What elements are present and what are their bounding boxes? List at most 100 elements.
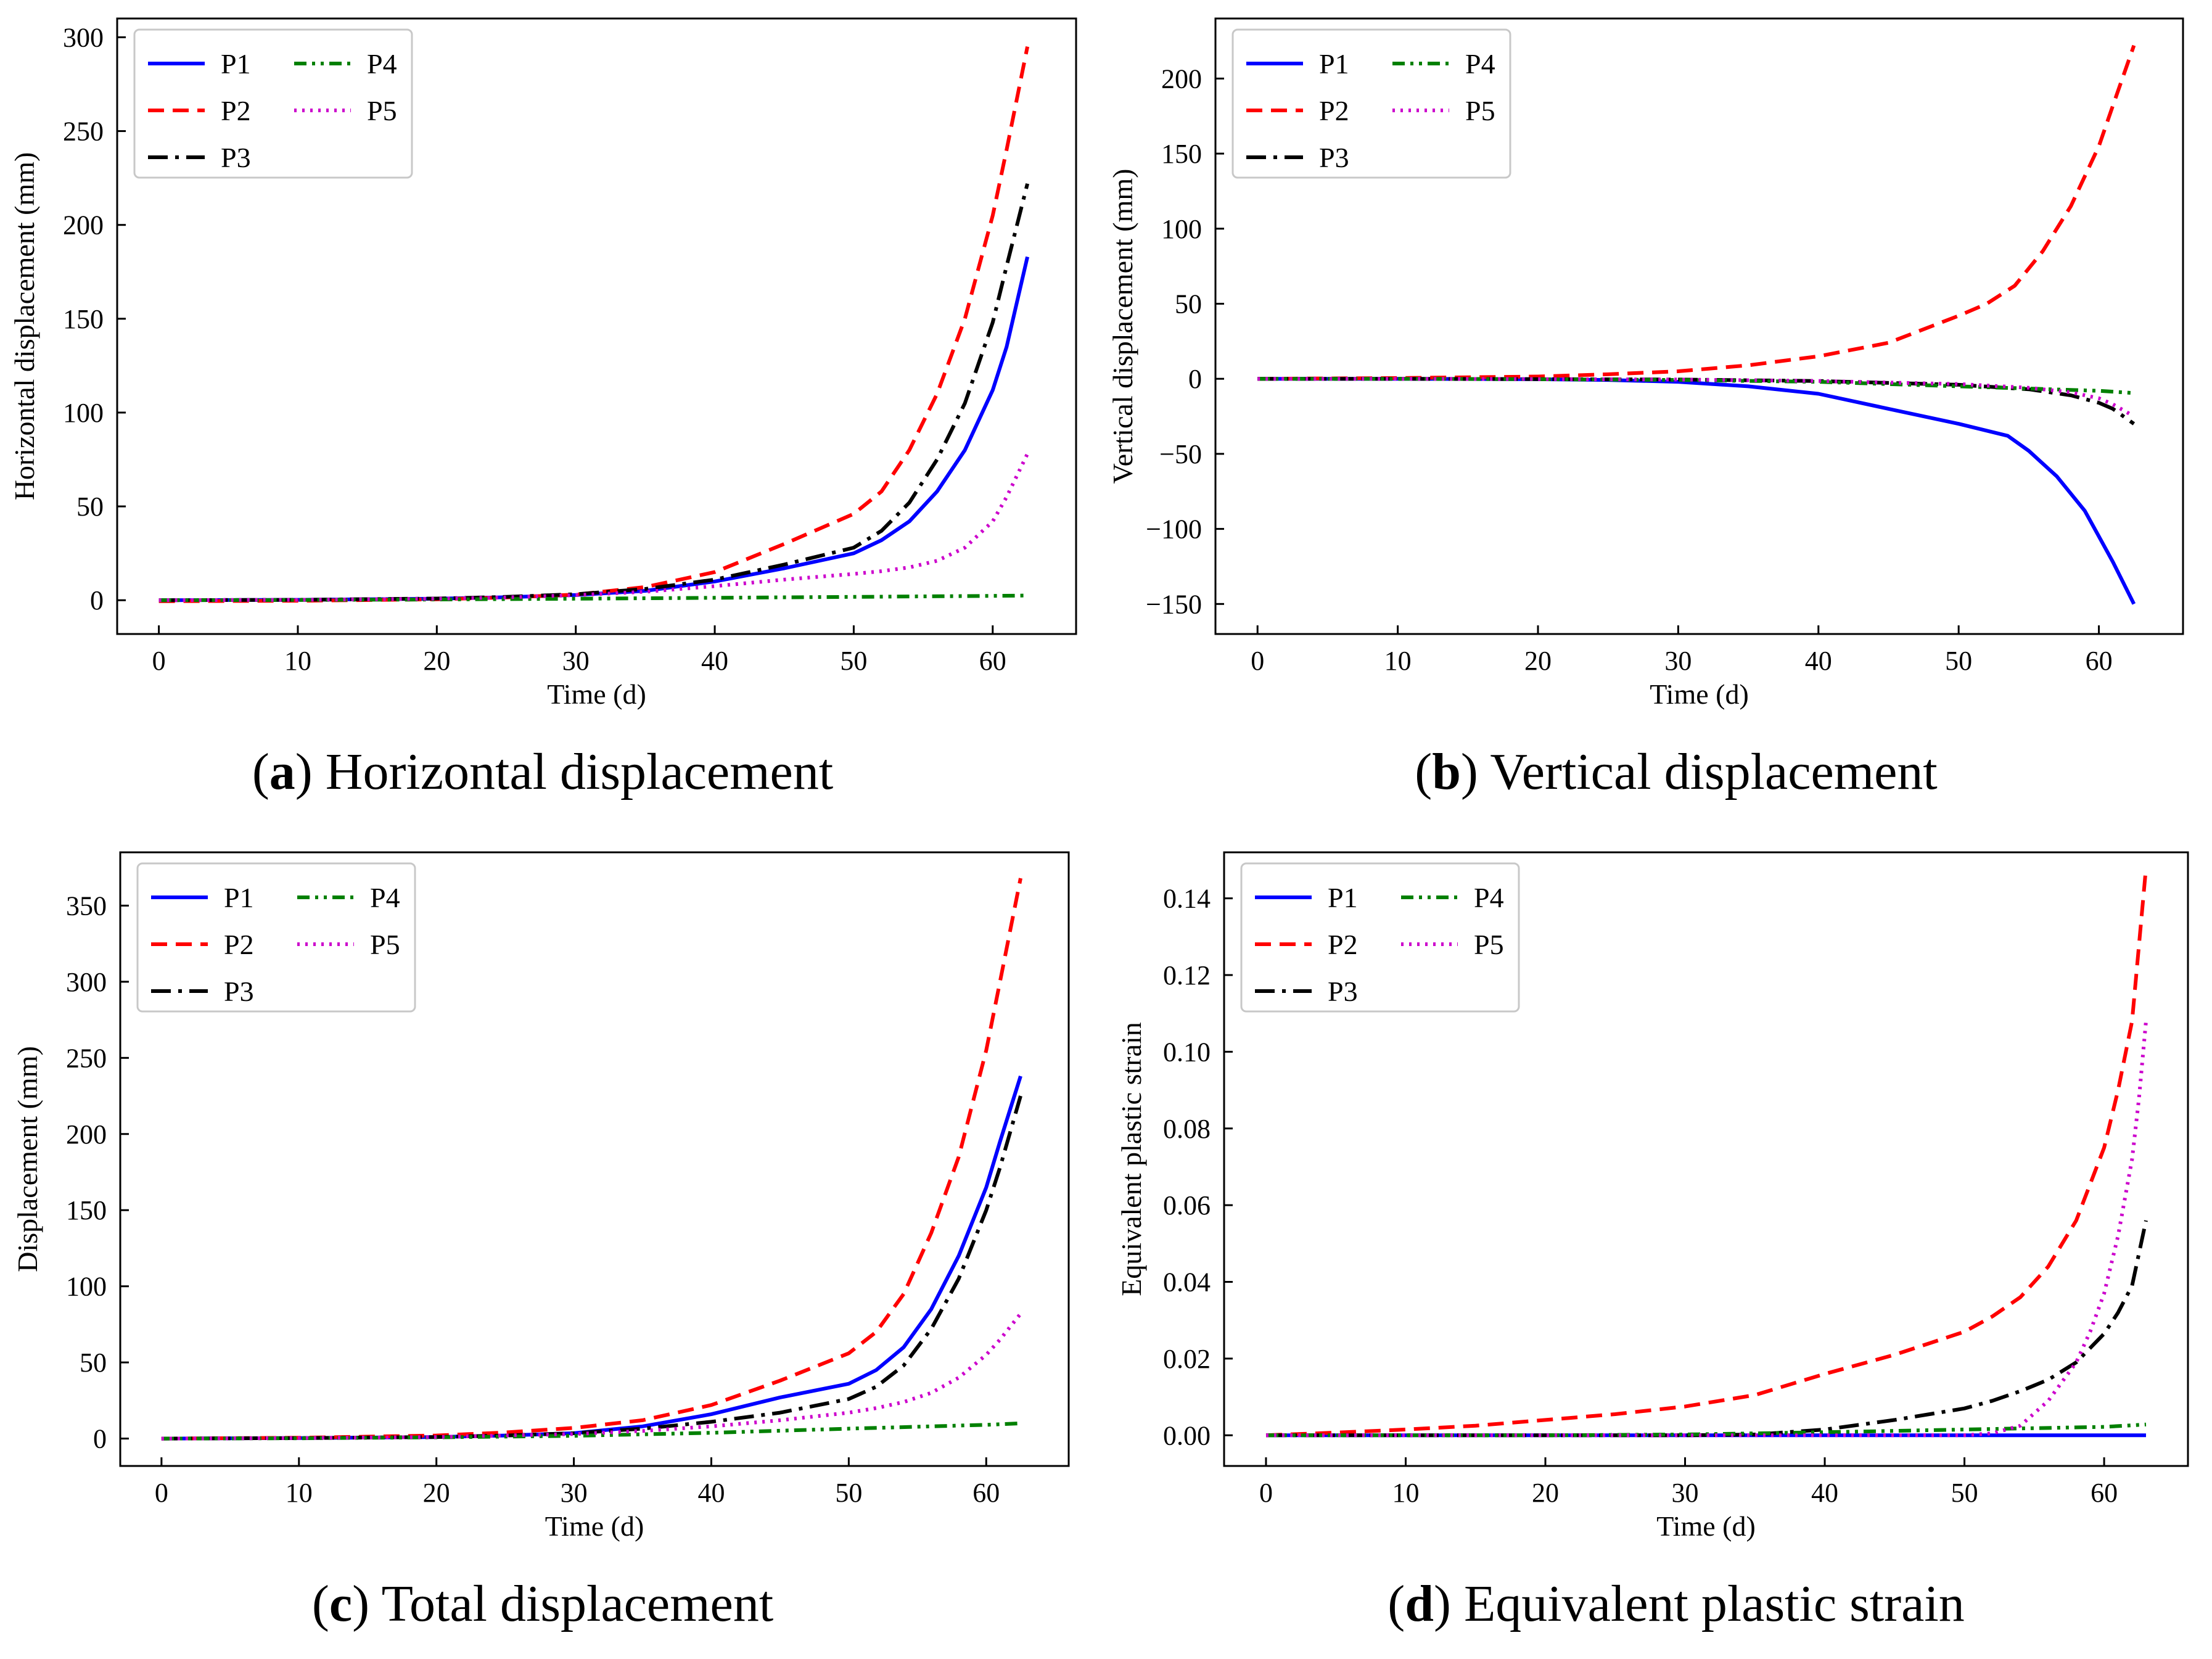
- chart-svg: 0 10 20 30 40 50 60 −150 −100 −50 0 50 100 150 200 Time…: [1107, 17, 2184, 710]
- legend-label-p2: P2: [1319, 95, 1349, 126]
- x-tick-label: 10: [1392, 1478, 1419, 1508]
- series-line-p5: [1266, 1021, 2148, 1438]
- y-tick-label: −50: [1159, 439, 1202, 469]
- series-line-p1: [161, 1075, 1022, 1441]
- x-tick-label: 50: [1951, 1478, 1978, 1508]
- series-line-p3: [158, 183, 1030, 603]
- y-tick-label: 100: [1161, 214, 1202, 244]
- x-axis-label: Time (d): [545, 1510, 644, 1542]
- y-tick-label: 0.06: [1163, 1190, 1211, 1221]
- y-tick-label: 0.14: [1163, 884, 1211, 914]
- y-tick-label: −100: [1146, 514, 1202, 545]
- series-line-p3: [161, 1095, 1022, 1441]
- x-axis-label: Time (d): [547, 678, 646, 710]
- legend: P1 P2 P3 P4 P5: [133, 28, 413, 179]
- x-tick-label: 20: [423, 646, 450, 676]
- caption-text: Total displacement: [381, 1575, 774, 1632]
- x-tick-label: 50: [835, 1478, 862, 1508]
- y-tick-label: −150: [1146, 589, 1202, 619]
- legend-label-p4: P4: [1474, 882, 1504, 913]
- x-tick-label: 0: [155, 1478, 168, 1508]
- x-tick-label: 50: [840, 646, 867, 676]
- y-tick-label: 50: [76, 492, 104, 522]
- y-tick-label: 0.10: [1163, 1037, 1211, 1067]
- series-line-p5: [1257, 377, 2135, 418]
- legend-label-p4: P4: [367, 48, 397, 80]
- x-tick-label: 60: [972, 1478, 1000, 1508]
- legend-label-p1: P1: [221, 48, 251, 80]
- legend: P1 P2 P3 P4 P5: [1240, 862, 1520, 1013]
- legend-label-p3: P3: [1328, 976, 1358, 1007]
- chart-svg: 0 10 20 30 40 50 60 0.00 0.02 0.04 0.06 0.08 0.10 0.1…: [1116, 851, 2189, 1542]
- caption-text: Vertical displacement: [1490, 743, 1938, 801]
- series-line-p5: [158, 453, 1029, 603]
- legend-label-p2: P2: [1328, 929, 1358, 960]
- y-tick-label: 150: [66, 1195, 107, 1225]
- legend-label-p5: P5: [370, 929, 400, 960]
- x-tick-label: 20: [1532, 1478, 1559, 1508]
- legend-label-p2: P2: [224, 929, 254, 960]
- caption-text: Horizontal displacement: [325, 743, 834, 801]
- x-tick-label: 0: [1259, 1478, 1273, 1508]
- x-tick-label: 10: [286, 1478, 313, 1508]
- series-line-p4: [158, 593, 1028, 603]
- x-tick-label: 50: [1945, 646, 1972, 676]
- y-axis-label: Equivalent plastic strain: [1116, 1022, 1147, 1296]
- legend-label-p1: P1: [1319, 48, 1349, 80]
- series-line-p3: [1257, 377, 2136, 426]
- legend: P1 P2 P3 P4 P5: [136, 862, 416, 1013]
- y-axis-label: Vertical displacement (mm): [1107, 169, 1138, 484]
- legend-label-p4: P4: [370, 882, 400, 913]
- x-tick-label: 20: [423, 1478, 450, 1508]
- y-tick-label: 0.12: [1163, 960, 1211, 990]
- x-tick-label: 20: [1524, 646, 1552, 676]
- y-tick-label: 50: [1175, 289, 1202, 319]
- x-tick-label: 60: [979, 646, 1006, 676]
- series-line-p2: [1257, 44, 2136, 381]
- y-tick-label: 100: [66, 1272, 107, 1302]
- legend-label-p5: P5: [1474, 929, 1504, 960]
- y-tick-label: 100: [63, 398, 104, 428]
- caption-letter: b: [1432, 743, 1461, 801]
- legend-label-p5: P5: [1465, 95, 1495, 126]
- y-tick-label: 0.08: [1163, 1114, 1211, 1144]
- plot-frame: [116, 17, 1077, 635]
- x-tick-label: 30: [561, 1478, 588, 1508]
- series-line-p1: [1257, 377, 2136, 605]
- panel-b: 0 10 20 30 40 50 60 −150 −100 −50 0 50 100 150 200 Time…: [1106, 0, 2212, 828]
- x-tick-label: 40: [1811, 1478, 1838, 1508]
- chart-svg: 0 10 20 30 40 50 60 0 50 100 150 200 250 300 350 Time (…: [12, 851, 1070, 1542]
- y-tick-label: 0.00: [1163, 1420, 1211, 1451]
- caption-letter: a: [269, 743, 295, 801]
- y-tick-label: 150: [63, 304, 104, 334]
- plot-frame: [1214, 17, 2184, 635]
- y-tick-label: 50: [80, 1348, 107, 1378]
- x-tick-label: 60: [2091, 1478, 2118, 1508]
- panel-caption: (d) Equivalent plastic strain: [1388, 1575, 1965, 1632]
- y-tick-label: 0: [90, 585, 104, 615]
- series-line-p1: [158, 256, 1030, 603]
- x-tick-label: 30: [1672, 1478, 1699, 1508]
- panel-caption: (a) Horizontal displacement: [252, 743, 834, 801]
- series-line-p2: [161, 878, 1022, 1441]
- x-axis-label: Time (d): [1656, 1510, 1756, 1542]
- panel-c: 0 10 20 30 40 50 60 0 50 100 150 200 250 300 350 Time (…: [0, 828, 1106, 1656]
- y-tick-label: 150: [1161, 139, 1202, 169]
- x-tick-label: 30: [1664, 646, 1692, 676]
- panel-caption: (b) Vertical displacement: [1415, 743, 1938, 801]
- legend-label-p4: P4: [1465, 48, 1495, 80]
- plot-frame: [1223, 851, 2189, 1467]
- panel-a: 0 10 20 30 40 50 60 0 50 100 150 200 250 300 Time (d) H…: [0, 0, 1106, 828]
- x-tick-label: 10: [1384, 646, 1412, 676]
- y-tick-label: 0: [93, 1424, 107, 1454]
- y-tick-label: 300: [66, 967, 107, 997]
- panel-d: 0 10 20 30 40 50 60 0.00 0.02 0.04 0.06 0.08 0.10 0.1…: [1106, 828, 2212, 1656]
- x-tick-label: 40: [701, 646, 728, 676]
- y-tick-label: 300: [63, 22, 104, 52]
- caption-letter: c: [329, 1575, 353, 1632]
- legend-label-p3: P3: [221, 142, 251, 173]
- x-tick-label: 60: [2086, 646, 2113, 676]
- y-tick-label: 350: [66, 891, 107, 921]
- x-tick-label: 40: [1805, 646, 1832, 676]
